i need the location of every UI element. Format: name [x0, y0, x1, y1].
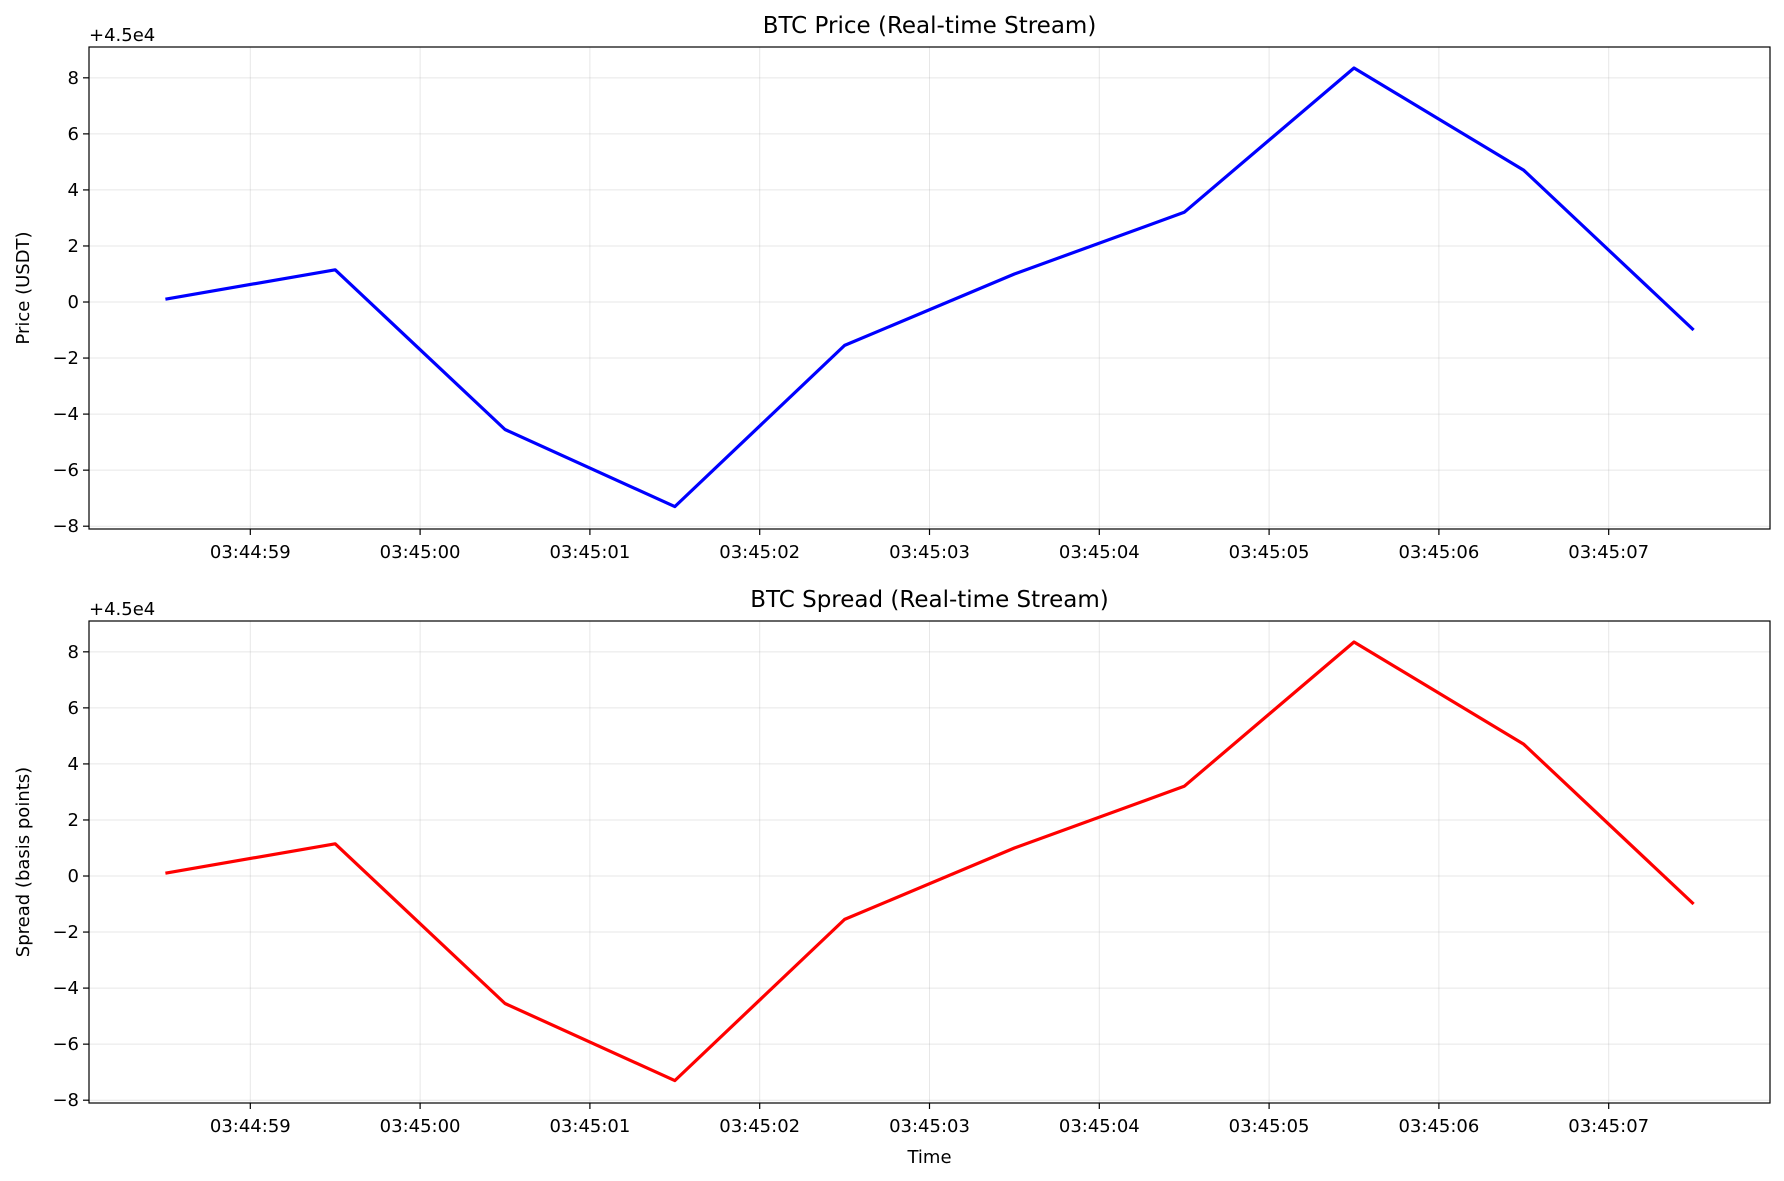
spread-chart-panel: +4.5e4 Spread (basis points) Time 03:44:… — [13, 587, 1771, 1168]
x-tick-label: 03:45:07 — [1568, 542, 1649, 563]
x-axis-label: Time — [906, 1147, 951, 1168]
plot-frame — [88, 620, 1771, 1104]
plot-frame — [88, 46, 1771, 530]
price-chart-panel: +4.5e4 Price (USDT) 03:44:59 03:45:00 03:4… — [13, 13, 1771, 563]
y-axis-label: Spread (basis points) — [13, 767, 34, 957]
chart-title: BTC Spread (Real-time Stream) — [750, 587, 1108, 613]
y-tick-label: −6 — [52, 460, 79, 481]
y-tick-label: 6 — [68, 124, 79, 145]
x-tick-label: 03:45:06 — [1398, 1116, 1479, 1137]
y-tick-label: −8 — [52, 516, 79, 537]
y-tick-label: −4 — [52, 404, 79, 425]
y-tick-label: 4 — [68, 180, 79, 201]
y-tick-label: 4 — [68, 754, 79, 775]
x-tick-label: 03:45:04 — [1059, 1116, 1140, 1137]
x-tick-label: 03:45:00 — [380, 1116, 461, 1137]
series-line — [165, 640, 1695, 1083]
y-axis-label: Price (USDT) — [13, 231, 34, 344]
y-tick-label: −8 — [52, 1090, 79, 1111]
x-tick-label: 03:45:04 — [1059, 542, 1140, 563]
x-tick-label: 03:45:02 — [719, 1116, 800, 1137]
y-tick-label: −2 — [52, 922, 79, 943]
x-tick-label: 03:45:07 — [1568, 1116, 1649, 1137]
ticks: 03:44:59 03:45:00 03:45:01 03:45:02 03:45:03… — [52, 68, 1649, 563]
x-tick-label: 03:45:03 — [889, 1116, 970, 1137]
y-tick-label: −2 — [52, 348, 79, 369]
y-tick-label: 0 — [68, 866, 79, 887]
x-tick-label: 03:45:01 — [549, 542, 630, 563]
grid — [89, 47, 1770, 529]
y-tick-label: 2 — [68, 236, 79, 257]
grid — [89, 621, 1770, 1103]
y-offset-label: +4.5e4 — [89, 25, 155, 46]
x-tick-label: 03:45:05 — [1229, 1116, 1310, 1137]
y-tick-label: 8 — [68, 642, 79, 663]
y-tick-label: −6 — [52, 1034, 79, 1055]
x-tick-label: 03:45:01 — [549, 1116, 630, 1137]
y-offset-label: +4.5e4 — [89, 599, 155, 620]
x-tick-label: 03:45:03 — [889, 542, 970, 563]
y-tick-label: 0 — [68, 292, 79, 313]
y-tick-label: 8 — [68, 68, 79, 89]
x-tick-label: 03:44:59 — [210, 1116, 291, 1137]
x-tick-label: 03:45:05 — [1229, 542, 1310, 563]
y-tick-label: 6 — [68, 698, 79, 719]
series-line — [165, 66, 1695, 509]
ticks: 03:44:59 03:45:00 03:45:01 03:45:02 03:45:03… — [52, 642, 1649, 1137]
x-tick-label: 03:45:00 — [380, 542, 461, 563]
y-tick-label: 2 — [68, 810, 79, 831]
x-tick-label: 03:44:59 — [210, 542, 291, 563]
x-tick-label: 03:45:02 — [719, 542, 800, 563]
y-tick-label: −4 — [52, 978, 79, 999]
chart-title: BTC Price (Real-time Stream) — [763, 13, 1097, 39]
x-tick-label: 03:45:06 — [1398, 542, 1479, 563]
